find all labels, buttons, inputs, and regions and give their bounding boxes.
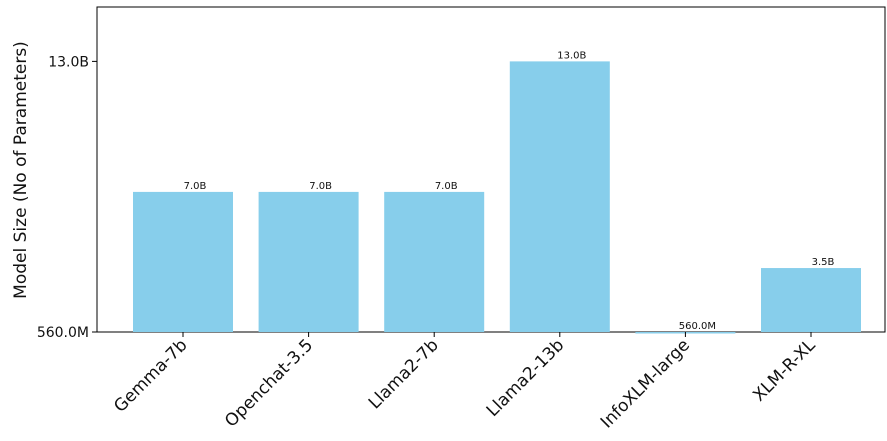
y-axis-label: Model Size (No of Parameters) (11, 41, 31, 299)
x-tick-label: Llama2-7b (365, 335, 443, 413)
bars-group (133, 61, 861, 334)
bar-gemma-7b (133, 191, 233, 332)
x-tick-label: Llama2-13b (483, 335, 569, 421)
data-label: 13.0B (557, 50, 586, 61)
bar-openchat-3-5 (258, 191, 359, 332)
data-label: 3.5B (812, 257, 835, 268)
x-tick-label: XLM-R-XL (749, 335, 820, 406)
plot-frame (96, 6, 886, 333)
y-tick-label: 560.0M (37, 325, 89, 341)
data-labels-group: 7.0B 7.0B 7.0B 13.0B 560.0M 3.5B (184, 50, 835, 332)
data-label: 7.0B (435, 181, 458, 192)
bar-llama2-7b (384, 191, 485, 332)
data-label: 7.0B (309, 181, 332, 192)
bar-xlm-r-xl (761, 268, 861, 332)
x-tick-label: Gemma-7b (110, 335, 191, 416)
data-label: 7.0B (184, 181, 207, 192)
y-axis-ticks: 560.0M 13.0B (37, 54, 97, 341)
data-label: 560.0M (679, 321, 716, 332)
x-tick-label: InfoXLM-large (597, 335, 694, 432)
y-tick-label: 13.0B (48, 54, 89, 70)
x-tick-label: Openchat-3.5 (221, 335, 317, 431)
bar-llama2-13b (509, 61, 610, 332)
x-axis-ticks: Gemma-7b Openchat-3.5 Llama2-7b Llama2-13b I… (110, 332, 820, 432)
